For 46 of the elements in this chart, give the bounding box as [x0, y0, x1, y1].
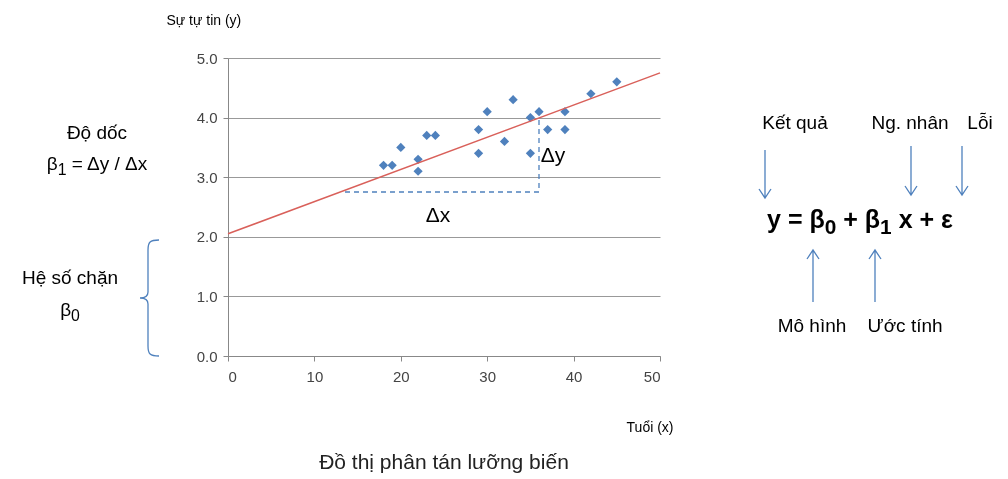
x-tick-label: 50 — [643, 367, 661, 385]
point — [473, 148, 484, 158]
point — [508, 95, 518, 105]
text: β$_{1}$ = Δy / Δx — [46, 153, 148, 179]
text: Hệ số chặn — [21, 267, 119, 289]
text: Kết quả — [762, 112, 828, 134]
text: β$_{0}$ — [60, 299, 80, 325]
point — [430, 130, 440, 141]
text: y = β$_{0}$ + β$_{1}$ x + ε — [767, 205, 953, 239]
point — [525, 148, 536, 158]
y-tick-label: 2.0 — [196, 228, 218, 246]
point — [499, 136, 510, 147]
point — [473, 124, 484, 135]
y-tick-label: 5.0 — [196, 49, 218, 67]
text: Độ dốc — [66, 122, 128, 144]
y-tick-label: 1.0 — [196, 287, 218, 305]
annotation: Δy — [540, 143, 566, 167]
x-tick-label: 0 — [228, 367, 237, 385]
point — [543, 124, 553, 135]
point — [482, 107, 492, 117]
point — [612, 77, 622, 87]
point — [387, 160, 397, 170]
text: Ước tính — [867, 315, 943, 337]
point — [378, 160, 389, 170]
y-tick-label: 0.0 — [196, 347, 218, 365]
point — [422, 130, 432, 141]
point — [586, 89, 596, 99]
point — [534, 107, 544, 117]
x-tick-label: 10 — [306, 367, 324, 385]
annotation: Δx — [425, 203, 451, 227]
y-tick-label: 4.0 — [196, 109, 218, 127]
text: Ng. nhân — [871, 112, 949, 134]
point — [413, 166, 423, 176]
point — [396, 142, 406, 153]
text: Mô hình — [777, 315, 847, 337]
point — [560, 124, 570, 135]
y-axis-title: Sự tự tin (y) — [166, 11, 242, 28]
x-tick-label: 20 — [392, 367, 410, 385]
point — [560, 107, 570, 117]
text: Lỗi — [967, 112, 993, 134]
x-tick-label: 40 — [565, 367, 583, 385]
text: Đồ thị phân tán lưỡng biến — [319, 450, 569, 474]
x-axis-title: Tuổi (x) — [626, 418, 674, 435]
y-tick-label: 3.0 — [196, 168, 218, 186]
x-tick-label: 30 — [479, 367, 497, 385]
point — [413, 154, 423, 164]
